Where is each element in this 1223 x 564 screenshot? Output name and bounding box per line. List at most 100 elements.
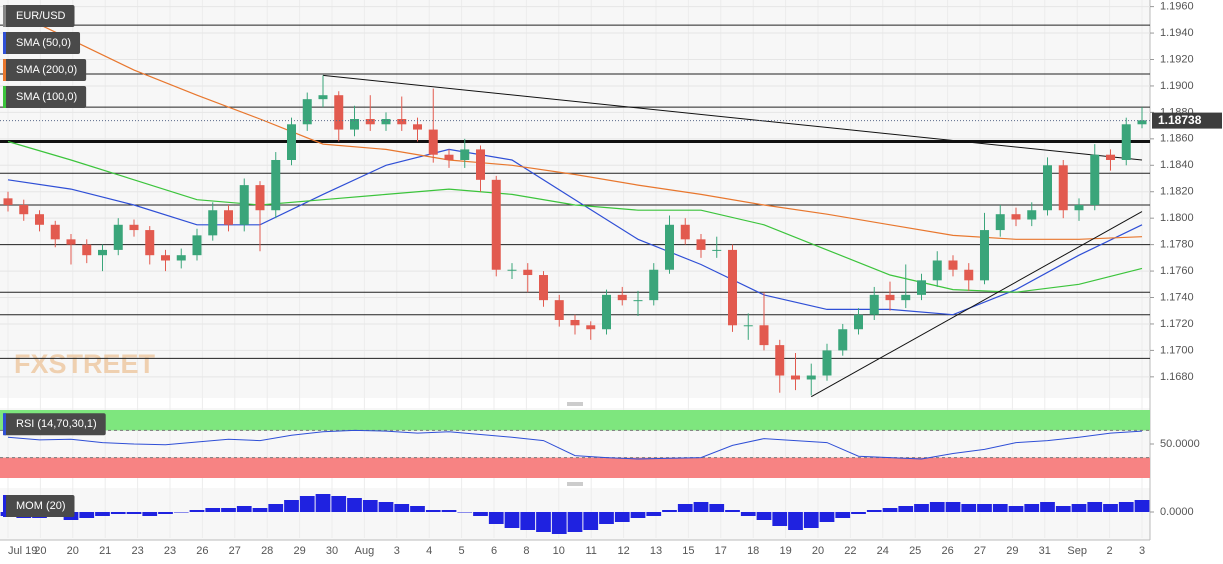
mom-bar <box>725 510 740 512</box>
x-tick-label: 17 <box>715 545 727 557</box>
mom-bar <box>158 512 173 514</box>
overbought-zone <box>0 410 1150 431</box>
x-tick-label: 15 <box>682 545 694 557</box>
y-tick-label: 1.1900 <box>1160 80 1194 92</box>
candle-body <box>255 185 265 211</box>
mom-bar <box>79 512 95 518</box>
candle-body <box>665 224 674 270</box>
candle-body <box>854 314 863 330</box>
x-tick-label: 12 <box>617 545 629 557</box>
trendline <box>811 211 1143 398</box>
candle-body <box>964 269 974 281</box>
candle-body <box>696 239 706 250</box>
x-tick-label: Sep <box>1067 545 1087 557</box>
candle-body <box>271 159 281 211</box>
candle-body <box>66 239 76 245</box>
sma-line <box>7 8 1143 240</box>
candle-body <box>917 280 926 295</box>
panel-handle <box>567 402 583 486</box>
legend-swatch <box>3 32 6 54</box>
mom-bar <box>536 512 551 532</box>
mom-bar <box>1055 506 1071 512</box>
y-tick-label: 1.1800 <box>1160 212 1194 224</box>
y-tick-label: 1.1760 <box>1160 265 1194 277</box>
x-tick-label: 23 <box>164 545 176 557</box>
candle-body <box>932 260 942 281</box>
mom-bar <box>488 512 504 524</box>
y-tick-label: 1.1820 <box>1160 186 1194 198</box>
candle-body <box>539 275 548 301</box>
rsi-line <box>7 429 1143 460</box>
mom-bar <box>851 512 866 514</box>
mom-bar <box>95 512 110 516</box>
candle-body <box>192 235 202 256</box>
candle-body <box>728 249 737 326</box>
last-price-label: 1.18738 <box>1158 113 1202 127</box>
mom-bar <box>441 510 457 512</box>
legend-label: SMA (100,0) <box>16 91 77 103</box>
y-tick-label: 1.1740 <box>1160 291 1194 303</box>
mom-bar <box>961 504 977 512</box>
mom-bar <box>252 508 268 512</box>
candle-body <box>318 95 328 100</box>
mom-bar <box>772 512 788 526</box>
candle-body <box>1137 120 1147 125</box>
mom-bar <box>599 512 614 524</box>
candle-body <box>869 294 879 315</box>
mom-bar <box>551 512 567 534</box>
mom-bar <box>662 510 677 512</box>
legend-swatch <box>3 86 6 108</box>
legend-label: EUR/USD <box>16 10 66 22</box>
mom-bar <box>677 504 693 512</box>
candle-body <box>617 294 627 301</box>
x-tick-label: 20 <box>67 545 79 557</box>
mom-bar <box>315 494 331 512</box>
mom-bar <box>347 498 362 512</box>
y-tick-label: 1.1680 <box>1160 371 1194 383</box>
x-tick-label: 13 <box>650 545 662 557</box>
mom-bar <box>520 512 536 530</box>
mom-bar <box>630 512 646 518</box>
legend-label: RSI (14,70,30,1) <box>16 418 97 430</box>
candle-body <box>1090 154 1100 205</box>
oversold-zone <box>0 457 1150 478</box>
mom-bar <box>378 502 394 512</box>
y-tick-label: 1.1720 <box>1160 318 1194 330</box>
x-tick-label: 24 <box>877 545 889 557</box>
mom-bar <box>504 512 520 528</box>
candle-body <box>460 149 470 160</box>
y-tick-label: 1.1940 <box>1160 27 1194 39</box>
mom-bar <box>803 512 819 528</box>
candle-body <box>649 269 659 301</box>
candle-body <box>365 119 375 125</box>
mom-bar <box>1040 502 1055 512</box>
mom-bar <box>205 508 221 512</box>
candle-body <box>775 345 785 376</box>
y-tick-label: 1.1840 <box>1160 159 1194 171</box>
x-tick-label: 6 <box>491 545 497 557</box>
candle-body <box>428 129 438 155</box>
x-tick-label: Aug <box>355 545 375 557</box>
candle-body <box>19 204 29 215</box>
x-tick-label: 21 <box>99 545 111 557</box>
watermark: FXSTREET <box>14 349 156 379</box>
y-tick-label: 1.1920 <box>1160 53 1194 65</box>
x-tick-label: 3 <box>394 545 400 557</box>
candle-body <box>381 119 391 125</box>
legend-box <box>3 86 87 108</box>
mom-bar <box>1087 502 1103 512</box>
x-tick-label: 31 <box>1039 545 1051 557</box>
mom-bar <box>646 512 662 516</box>
candle-body <box>113 224 123 250</box>
candle-body <box>491 179 501 270</box>
mom-bar <box>221 508 236 512</box>
legend-box <box>3 5 75 27</box>
candle-body <box>82 244 92 256</box>
candle-body <box>791 375 800 380</box>
candle-body <box>3 198 13 205</box>
mom-bar <box>331 496 347 512</box>
candle-body <box>208 210 218 236</box>
mom-bar <box>410 506 425 512</box>
